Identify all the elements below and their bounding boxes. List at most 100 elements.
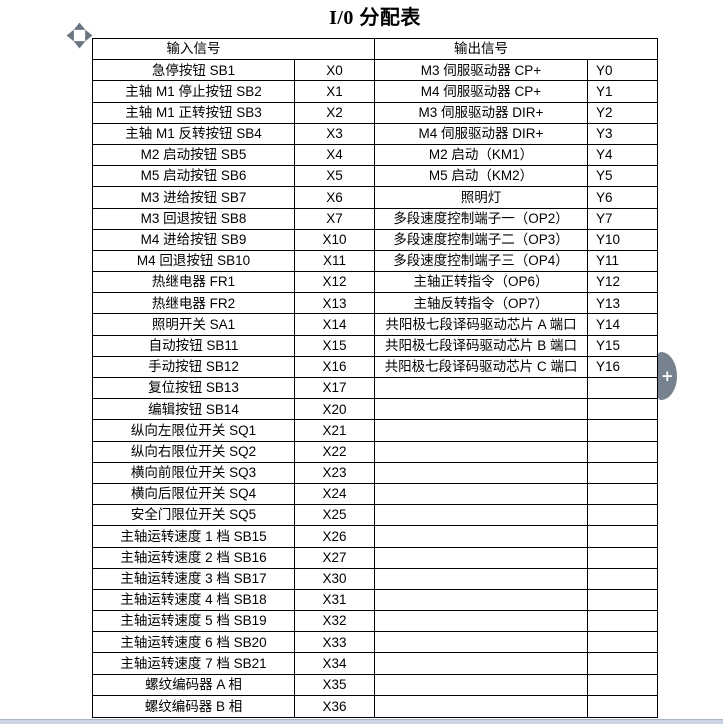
x-address-cell: X2 (295, 102, 375, 123)
y-address-cell: Y16 (596, 359, 621, 375)
x-address-cell: X33 (295, 632, 375, 653)
table-move-icon[interactable] (66, 22, 93, 49)
plus-handle[interactable]: + (658, 352, 677, 400)
input-header-spacer (295, 39, 375, 60)
table-row: 横向后限位开关 SQ4 X24 (93, 483, 657, 506)
horizontal-scrollbar-strip[interactable] (0, 719, 723, 724)
input-signal-cell: 热继电器 FR2 (93, 293, 295, 314)
input-signal-cell: 编辑按钮 SB14 (93, 399, 295, 420)
table-row: 热继电器 FR2 X13 主轴反转指令（OP7） Y13 (93, 293, 657, 315)
table-row: 主轴运转速度 4 档 SB18 X31 (93, 589, 657, 612)
x-address-cell: X22 (295, 441, 375, 462)
y-address-cell (588, 378, 657, 398)
table-row: 主轴运转速度 2 档 SB16 X27 (93, 547, 657, 569)
output-signals-header: 输出信号 (454, 41, 508, 57)
output-signal-cell (375, 378, 588, 399)
output-signal-cell (375, 568, 588, 589)
table-row: 主轴运转速度 7 档 SB21 X34 (93, 653, 657, 675)
x-address-cell: X31 (295, 589, 375, 611)
table-row: 主轴运转速度 5 档 SB19 X32 (93, 611, 657, 633)
x-address-cell: X5 (295, 166, 375, 187)
y-address-cell: Y7 (596, 210, 613, 226)
y-address-cell (588, 526, 657, 546)
input-signal-cell: 主轴运转速度 7 档 SB21 (93, 653, 295, 674)
plus-icon: + (661, 366, 674, 385)
x-address-cell: X34 (295, 653, 375, 674)
x-address-cell: X12 (295, 272, 375, 293)
output-signal-cell (375, 399, 588, 420)
y-address-cell: Y5 (596, 168, 613, 184)
input-signal-cell: M3 回退按钮 SB8 (93, 208, 295, 229)
table-row: 急停按钮 SB1 X0 M3 伺服驱动器 CP+ Y0 (93, 60, 657, 82)
y-address-cell: Y13 (596, 295, 621, 311)
input-signal-cell: 照明开关 SA1 (93, 314, 295, 335)
y-address-cell (588, 505, 657, 525)
input-signal-cell: 安全门限位开关 SQ5 (93, 505, 295, 526)
y-address-cell (588, 420, 657, 440)
input-signal-cell: 主轴 M1 停止按钮 SB2 (93, 81, 295, 102)
output-signal-cell (375, 674, 588, 695)
x-address-cell: X35 (295, 674, 375, 695)
table-row: 编辑按钮 SB14 X20 (93, 399, 657, 421)
input-signal-cell: 手动按钮 SB12 (93, 356, 295, 377)
x-address-cell: X3 (295, 123, 375, 144)
x-address-cell: X21 (295, 420, 375, 441)
input-signals-header: 输入信号 (166, 41, 221, 57)
input-signal-cell: M3 进给按钮 SB7 (93, 187, 295, 208)
table-row: 主轴运转速度 3 档 SB17 X30 (93, 568, 657, 590)
table-row: M3 回退按钮 SB8 X7 多段速度控制端子一（OP2） Y7 (93, 208, 657, 230)
table-row: M5 启动按钮 SB6 X5 M5 启动（KM2） Y5 (93, 166, 657, 188)
output-signal-cell: M4 伺服驱动器 CP+ (375, 81, 588, 102)
output-signal-cell (375, 505, 588, 526)
y-address-cell: Y11 (596, 253, 620, 269)
input-signal-cell: 主轴 M1 反转按钮 SB4 (93, 123, 295, 144)
io-table: 输入信号 输出信号 急停按钮 SB1 X0 M3 伺服驱动器 CP+ Y0 主轴 M1 … (92, 38, 658, 718)
y-address-cell: Y3 (596, 126, 613, 142)
table-row: 复位按钮 SB13 X17 (93, 378, 657, 400)
table-row: M2 启动按钮 SB5 X4 M2 启动（KM1） Y4 (93, 144, 657, 167)
x-address-cell: X30 (295, 568, 375, 589)
input-signal-cell: 热继电器 FR1 (93, 272, 295, 293)
input-signal-cell: 纵向右限位开关 SQ2 (93, 441, 295, 462)
x-address-cell: X13 (295, 293, 375, 314)
input-signal-cell: M4 回退按钮 SB10 (93, 250, 295, 272)
y-address-cell: Y12 (596, 274, 621, 290)
table-row: 主轴 M1 停止按钮 SB2 X1 M4 伺服驱动器 CP+ Y1 (93, 81, 657, 103)
x-address-cell: X11 (295, 250, 375, 272)
output-signal-cell (375, 653, 588, 674)
output-signal-cell (375, 420, 588, 441)
x-address-cell: X20 (295, 399, 375, 420)
output-signal-cell (375, 483, 588, 505)
x-address-cell: X6 (295, 187, 375, 208)
x-address-cell: X25 (295, 505, 375, 526)
y-address-cell (588, 569, 657, 589)
input-signal-cell: 主轴 M1 正转按钮 SB3 (93, 102, 295, 123)
input-signal-cell: 纵向左限位开关 SQ1 (93, 420, 295, 441)
y-address-cell (588, 653, 657, 673)
table-row: 自动按钮 SB11 X15 共阳极七段译码驱动芯片 B 端口 Y15 (93, 335, 657, 357)
output-signal-cell: 多段速度控制端子二（OP3） (375, 229, 588, 250)
output-signal-cell: M4 伺服驱动器 DIR+ (375, 123, 588, 144)
table-row: M4 进给按钮 SB9 X10 多段速度控制端子二（OP3） Y10 (93, 229, 657, 251)
table-row: 主轴运转速度 6 档 SB20 X33 (93, 632, 657, 654)
table-row: 横向前限位开关 SQ3 X23 (93, 462, 657, 484)
input-signal-cell: 主轴运转速度 2 档 SB16 (93, 547, 295, 568)
x-address-cell: X7 (295, 208, 375, 229)
input-signal-cell: 横向前限位开关 SQ3 (93, 462, 295, 483)
y-address-cell: Y4 (596, 147, 613, 163)
y-address-cell: Y15 (596, 337, 621, 353)
output-signal-cell (375, 632, 588, 653)
x-address-cell: X32 (295, 611, 375, 632)
x-address-cell: X16 (295, 356, 375, 377)
input-signal-cell: 自动按钮 SB11 (93, 335, 295, 356)
output-signal-cell: M2 启动（KM1） (375, 144, 588, 166)
output-signal-cell: 主轴正转指令（OP6） (375, 272, 588, 293)
table-row: M3 进给按钮 SB7 X6 照明灯 Y6 (93, 187, 657, 209)
input-signal-cell: M4 进给按钮 SB9 (93, 229, 295, 250)
input-signal-cell: 螺纹编码器 A 相 (93, 674, 295, 695)
x-address-cell: X4 (295, 144, 375, 166)
x-address-cell: X24 (295, 483, 375, 505)
y-address-cell (588, 675, 657, 695)
y-address-cell (588, 590, 657, 610)
